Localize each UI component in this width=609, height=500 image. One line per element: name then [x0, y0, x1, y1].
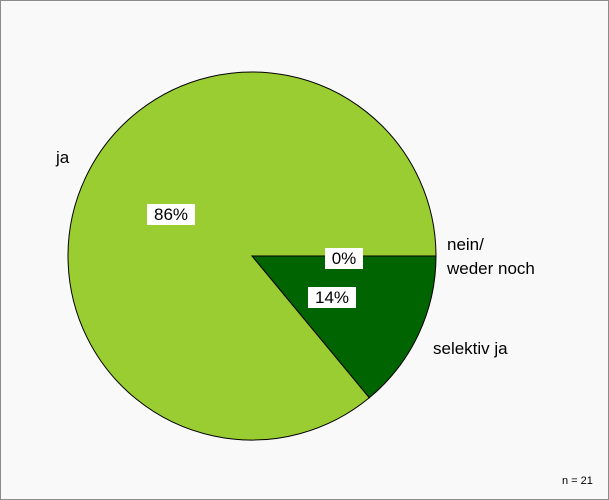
- value-label-14: 14%: [315, 288, 349, 307]
- slice-label-nein-line2: weder noch: [446, 259, 535, 278]
- pie-slice-selektiv-ja: [250, 255, 437, 399]
- slice-label-nein-line1: nein/: [447, 235, 484, 254]
- pie-slices: [67, 71, 437, 441]
- value-label-box-86: [147, 204, 195, 225]
- value-label-86: 86%: [154, 205, 188, 224]
- value-label-box-0: [325, 248, 363, 269]
- slice-label-selektiv-ja: selektiv ja: [433, 339, 508, 358]
- sample-size-note: n = 21: [562, 475, 593, 487]
- value-label-box-14: [308, 287, 356, 308]
- slice-label-ja: ja: [55, 148, 70, 167]
- value-label-0: 0%: [332, 249, 357, 268]
